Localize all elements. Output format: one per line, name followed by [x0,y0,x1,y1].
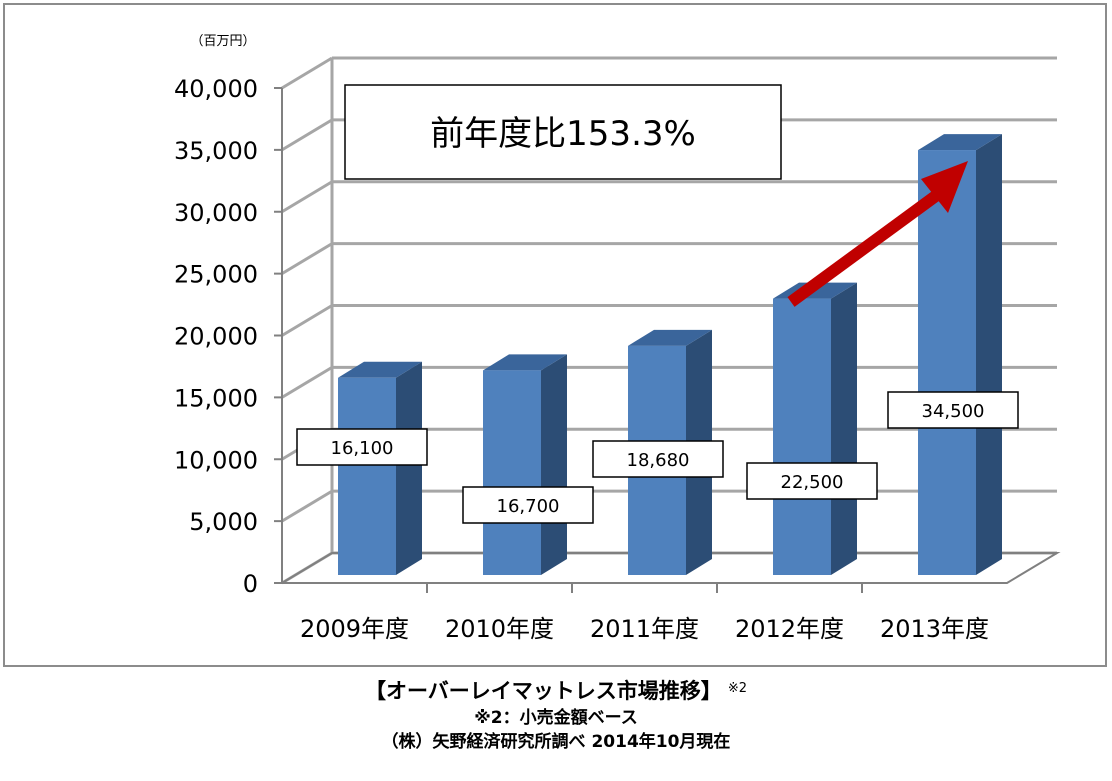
bar-layer [338,134,1002,575]
bar [918,134,1002,575]
y-tick-label: 20,000 [174,323,258,351]
y-tick-label: 35,000 [174,137,258,165]
bar-top [628,329,712,346]
data-label-text: 18,680 [627,450,690,471]
y-tick-label: 30,000 [174,199,258,227]
axis-layer: 0 5,000 10,000 15,000 20,000 25,000 30,000 35,0… [174,75,1061,643]
bar [773,282,857,575]
x-category-label: 2009年度 [300,615,409,643]
y-tick-label: 25,000 [174,261,258,289]
bar-chart: 0 5,000 10,000 15,000 20,000 25,000 30,000 35,0… [174,34,1061,643]
data-label-box [296,428,428,466]
bar-top [338,361,422,378]
label-layer: 16,100 16,700 18,680 22,500 34,500 [296,391,1019,524]
bar-side [396,361,422,575]
gridline-side [281,56,333,90]
x-category-label: 2010年度 [445,615,554,643]
data-label-text: 22,500 [781,472,844,493]
y-tick-label: 5,000 [189,508,258,536]
data-label-text: 16,100 [331,438,394,459]
bar-top [483,354,567,371]
caption: 【オーバーレイマットレス市場推移】 ※2 ※2：小売金額ベース （株）矢野経済研究… [0,676,1112,754]
caption-note: ※2：小売金額ベース [474,708,638,728]
growth-arrow [787,161,968,307]
gridline-side [281,489,333,523]
gridline-side [281,118,333,152]
bar-side [831,282,857,575]
x-category-label: 2012年度 [735,615,844,643]
gridline-side [281,180,333,214]
y-tick-label: 15,000 [174,384,258,412]
bar-front [773,298,831,575]
chart-frame: 0 5,000 10,000 15,000 20,000 25,000 30,000 35,0… [3,3,1107,667]
data-label-box [887,391,1019,429]
data-label-box [462,486,594,524]
arrow-head [921,161,968,213]
growth-annotation: 前年度比153.3% [344,84,782,180]
annotation-text: 前年度比153.3% [430,114,696,154]
data-label: 22,500 [746,462,878,500]
bar-top [918,134,1002,151]
bar-front [918,150,976,575]
data-label: 18,680 [592,440,724,478]
caption-title-note-mark: ※2 [727,681,747,696]
unit-label: （百万円） [190,34,255,49]
annotation-box [344,84,782,180]
data-label-text: 34,500 [922,401,985,422]
data-label-box [746,462,878,500]
arrow-shaft [787,190,941,307]
caption-title-line: 【オーバーレイマットレス市場推移】 ※2 [0,676,1112,706]
bar-front [338,377,396,575]
data-label: 16,700 [462,486,594,524]
gridline-side [281,366,333,399]
data-label-text: 16,700 [497,496,560,517]
bar-side [976,134,1002,575]
data-label-box [592,440,724,478]
chart-floor [278,552,1061,584]
x-category-label: 2011年度 [590,615,699,643]
bar-side [541,354,567,575]
data-label: 34,500 [887,391,1019,429]
caption-source: （株）矢野経済研究所調べ 2014年10月現在 [381,732,731,752]
data-label: 16,100 [296,428,428,466]
bar [338,361,422,575]
bar-front [483,370,541,575]
bar [483,354,567,575]
x-category-label: 2013年度 [880,615,989,643]
y-tick-label: 0 [243,570,258,598]
y-tick-label: 10,000 [174,446,258,474]
gridline-side [281,304,333,337]
y-tick-label: 40,000 [174,75,258,103]
caption-title: 【オーバーレイマットレス市場推移】 [365,679,722,703]
gridline-side [281,242,333,275]
